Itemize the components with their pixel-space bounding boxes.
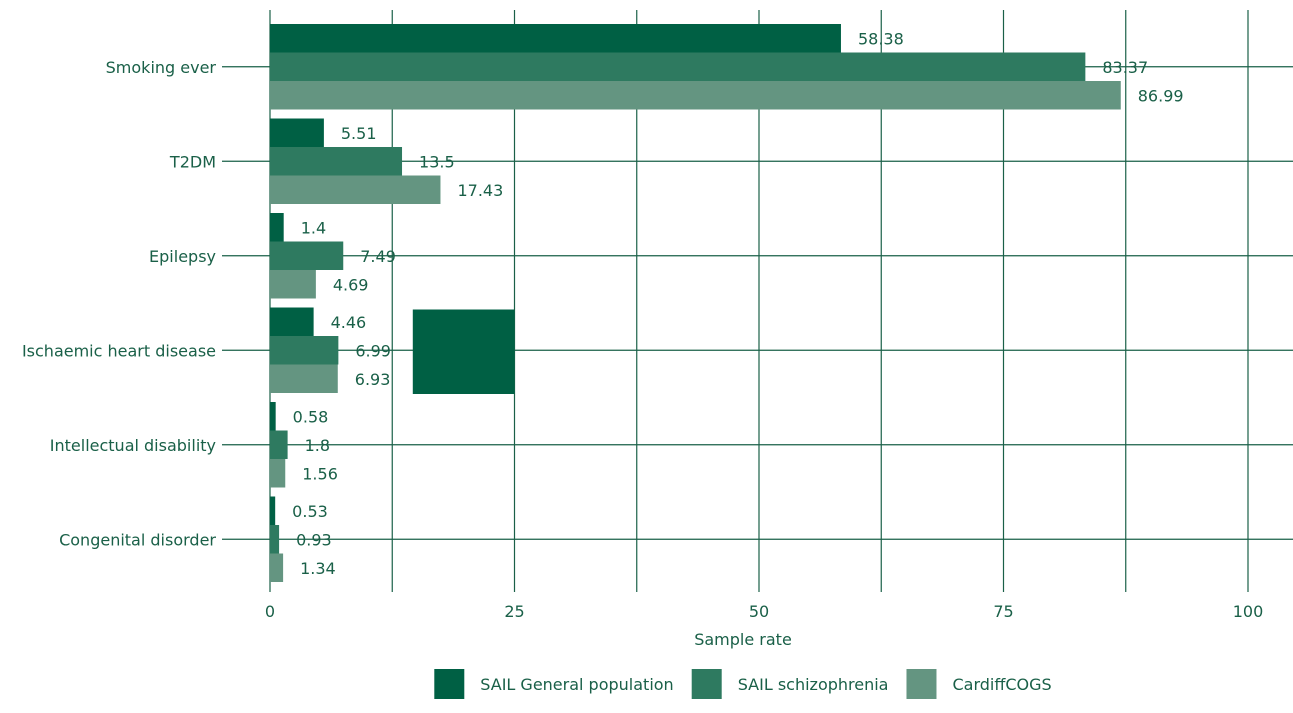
category-label: Intellectual disability — [50, 436, 216, 455]
x-tick-label: 100 — [1233, 602, 1264, 621]
bar — [270, 270, 316, 299]
data-label: 1.56 — [302, 464, 338, 483]
bar — [270, 364, 338, 393]
data-label: 58.38 — [858, 29, 904, 48]
bar — [270, 81, 1121, 110]
legend-label: CardiffCOGS — [952, 675, 1051, 694]
x-tick-label: 25 — [504, 602, 524, 621]
bar — [270, 525, 280, 554]
data-label: 83.37 — [1102, 58, 1148, 77]
bar — [270, 553, 284, 582]
category-label: T2DM — [169, 152, 216, 171]
data-label: 86.99 — [1138, 86, 1184, 105]
bar — [270, 402, 276, 431]
x-axis-title: Sample rate — [694, 630, 792, 649]
bar — [270, 459, 286, 488]
x-tick-label: 0 — [265, 602, 275, 621]
data-label: 1.34 — [300, 559, 336, 578]
data-label: 0.53 — [292, 502, 328, 521]
bar — [270, 147, 403, 176]
data-label: 13.5 — [419, 152, 455, 171]
x-tick-label: 50 — [749, 602, 769, 621]
data-label: 0.93 — [296, 530, 332, 549]
bar — [270, 307, 314, 336]
legend: SAIL General population SAIL schizophreni… — [434, 669, 1052, 699]
bar — [270, 336, 339, 365]
data-label: 17.43 — [457, 181, 503, 200]
legend-swatch — [691, 669, 722, 699]
data-label: 5.51 — [341, 124, 377, 143]
data-label: 1.4 — [301, 218, 326, 237]
category-label: Ischaemic heart disease — [22, 341, 216, 360]
category-label: Smoking ever — [106, 58, 217, 77]
data-label: 0.58 — [293, 407, 329, 426]
annotation-layer — [412, 309, 515, 394]
bar — [270, 430, 288, 459]
bar — [270, 24, 841, 53]
bars-layer: 58.38 83.37 86.99 5.51 13.517.43 1.4 7.49 4.69 4… — [270, 24, 1184, 582]
x-tick-label: 75 — [993, 602, 1013, 621]
bar — [270, 241, 344, 270]
legend-swatch — [906, 669, 937, 699]
data-label: 6.93 — [355, 370, 391, 389]
bar — [270, 118, 324, 147]
bar — [270, 496, 276, 525]
data-label: 6.99 — [355, 341, 391, 360]
category-label: Epilepsy — [149, 247, 216, 266]
legend-swatch — [434, 669, 465, 699]
data-label: 4.69 — [333, 275, 369, 294]
x-tick-labels: 0 25 50 75 100 — [265, 602, 1263, 621]
legend-label: SAIL General population — [480, 675, 673, 694]
legend-label: SAIL schizophrenia — [738, 675, 889, 694]
bar — [270, 175, 441, 204]
category-labels: Smoking ever T2DM Epilepsy Ischaemic heart … — [22, 58, 216, 550]
bar — [270, 213, 284, 242]
data-label: 1.8 — [305, 436, 330, 455]
data-label: 4.46 — [331, 313, 367, 332]
annotation-box — [412, 309, 515, 394]
category-label: Congenital disorder — [59, 530, 216, 549]
bar — [270, 52, 1086, 81]
data-label: 7.49 — [360, 247, 396, 266]
